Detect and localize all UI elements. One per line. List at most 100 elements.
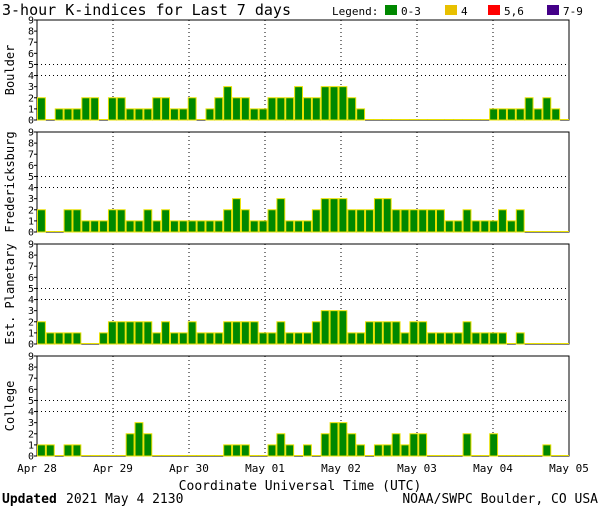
updated-label: Updated bbox=[2, 492, 57, 507]
bar-2-29 bbox=[294, 332, 303, 345]
bar-3-0 bbox=[37, 444, 46, 457]
panel-frame-2 bbox=[36, 243, 570, 345]
y-tick-label-0-1: 1 bbox=[28, 104, 34, 115]
bar-2-51 bbox=[489, 332, 499, 345]
x-axis-label: Coordinate Universal Time (UTC) bbox=[179, 479, 422, 494]
bar-3-39 bbox=[382, 444, 392, 457]
bar-2-40 bbox=[391, 321, 401, 345]
bar-0-21 bbox=[223, 86, 233, 121]
bar-2-28 bbox=[285, 332, 295, 345]
bar-1-3 bbox=[63, 209, 73, 233]
bar-1-41 bbox=[400, 209, 410, 233]
bar-1-33 bbox=[329, 198, 339, 233]
bar-2-52 bbox=[498, 332, 507, 345]
chart-title: 3-hour K-indices for Last 7 days bbox=[2, 1, 291, 19]
legend-swatch-0 bbox=[385, 5, 397, 15]
y-tick-label-2-9: 9 bbox=[28, 240, 34, 251]
bar-2-17 bbox=[187, 321, 197, 345]
bar-2-0 bbox=[37, 321, 46, 345]
bar-0-34 bbox=[338, 86, 348, 121]
bar-1-54 bbox=[515, 209, 525, 233]
y-tick-label-0-0: 0 bbox=[28, 116, 34, 127]
bar-2-50 bbox=[480, 332, 490, 345]
y-tick-label-3-7: 7 bbox=[28, 374, 34, 385]
bar-2-13 bbox=[152, 332, 162, 345]
bar-0-52 bbox=[498, 108, 507, 121]
bar-0-3 bbox=[63, 108, 73, 121]
bar-0-32 bbox=[320, 86, 330, 121]
y-tick-label-2-2: 2 bbox=[28, 317, 34, 328]
legend-item-0: 0-3 bbox=[401, 5, 421, 18]
bar-2-32 bbox=[320, 310, 330, 345]
bar-1-19 bbox=[205, 220, 215, 233]
bar-1-4 bbox=[72, 209, 82, 233]
bar-1-21 bbox=[223, 209, 233, 233]
panel-frame-1 bbox=[36, 131, 570, 233]
bar-1-52 bbox=[498, 209, 507, 233]
bar-0-51 bbox=[489, 108, 499, 121]
y-tick-label-0-3: 3 bbox=[28, 82, 34, 93]
legend-swatch-3 bbox=[547, 5, 559, 15]
bar-1-24 bbox=[249, 220, 259, 233]
bar-1-46 bbox=[444, 220, 454, 233]
bar-2-24 bbox=[249, 321, 259, 345]
bar-3-35 bbox=[347, 433, 357, 457]
bar-1-44 bbox=[427, 209, 436, 233]
bar-1-27 bbox=[276, 198, 286, 233]
bar-0-17 bbox=[187, 97, 197, 121]
bar-2-37 bbox=[365, 321, 374, 345]
bar-2-41 bbox=[400, 332, 410, 345]
legend-item-2: 5,6 bbox=[504, 5, 524, 18]
bar-3-26 bbox=[267, 444, 277, 457]
bar-1-15 bbox=[170, 220, 179, 233]
y-tick-label-1-0: 0 bbox=[28, 228, 34, 239]
bar-0-2 bbox=[54, 108, 64, 121]
bar-1-23 bbox=[240, 209, 250, 233]
bar-1-29 bbox=[294, 220, 303, 233]
y-tick-label-3-5: 5 bbox=[28, 396, 34, 407]
bar-3-33 bbox=[329, 422, 339, 457]
bar-1-42 bbox=[409, 209, 419, 233]
y-tick-label-0-2: 2 bbox=[28, 93, 34, 104]
bar-3-43 bbox=[418, 433, 428, 457]
bar-2-26 bbox=[267, 332, 277, 345]
bar-0-25 bbox=[258, 108, 268, 121]
bar-1-50 bbox=[480, 220, 490, 233]
bar-0-22 bbox=[232, 97, 241, 121]
bar-2-38 bbox=[373, 321, 383, 345]
bar-0-6 bbox=[90, 97, 100, 121]
bar-2-18 bbox=[196, 332, 206, 345]
y-tick-label-2-0: 0 bbox=[28, 340, 34, 351]
bar-3-57 bbox=[542, 444, 552, 457]
bar-2-47 bbox=[453, 332, 463, 345]
bar-3-48 bbox=[462, 433, 472, 457]
y-tick-label-1-7: 7 bbox=[28, 150, 34, 161]
bar-1-0 bbox=[37, 209, 46, 233]
bar-2-15 bbox=[170, 332, 179, 345]
bar-0-30 bbox=[303, 97, 312, 121]
bar-2-4 bbox=[72, 332, 82, 345]
legend-item-3: 7-9 bbox=[563, 5, 583, 18]
bar-2-3 bbox=[63, 332, 73, 345]
bar-2-1 bbox=[45, 332, 55, 345]
bar-1-36 bbox=[356, 209, 366, 233]
bar-2-36 bbox=[356, 332, 366, 345]
y-tick-label-0-7: 7 bbox=[28, 38, 34, 49]
bar-2-35 bbox=[347, 332, 357, 345]
bar-1-13 bbox=[152, 220, 162, 233]
bar-1-20 bbox=[214, 220, 224, 233]
bar-2-8 bbox=[107, 321, 117, 345]
bar-3-4 bbox=[72, 444, 82, 457]
bar-0-4 bbox=[72, 108, 82, 121]
bar-0-10 bbox=[125, 108, 135, 121]
bar-1-26 bbox=[267, 209, 277, 233]
y-tick-label-1-9: 9 bbox=[28, 128, 34, 139]
bar-1-49 bbox=[471, 220, 481, 233]
bar-1-30 bbox=[303, 220, 312, 233]
bar-1-39 bbox=[382, 198, 392, 233]
bar-3-3 bbox=[63, 444, 73, 457]
bar-0-5 bbox=[81, 97, 91, 121]
y-tick-label-3-2: 2 bbox=[28, 429, 34, 440]
bar-0-57 bbox=[542, 97, 552, 121]
